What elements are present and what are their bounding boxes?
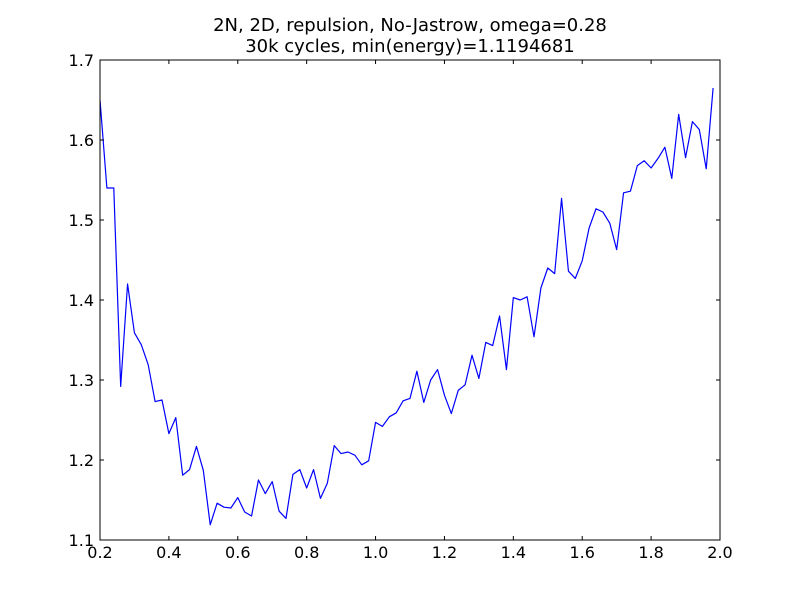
y-tick-label: 1.5 [69,211,94,230]
y-tick-label: 1.2 [69,451,94,470]
y-tick-label: 1.3 [69,371,94,390]
plot-area: 0.2 0.4 0.6 0.8 1.0 1.2 1.4 1.6 1.8 2.0 1.1 1.2 1.3 1… [69,51,733,562]
y-tick-label: 1.7 [69,51,94,70]
x-tick-label: 1.6 [569,543,594,562]
y-tick-label: 1.4 [69,291,94,310]
x-tick-label: 2.0 [707,543,732,562]
x-tick-label: 1.8 [638,543,663,562]
x-tick-label: 0.8 [294,543,319,562]
y-tick-label: 1.1 [69,531,94,550]
x-tick-label: 0.2 [87,543,112,562]
y-tick-label: 1.6 [69,131,94,150]
chart-subtitle: 30k cycles, min(energy)=1.1194681 [245,36,575,57]
series-line [100,87,714,526]
x-tick-label: 0.4 [156,543,181,562]
x-tick-label: 1.2 [432,543,457,562]
chart-title: 2N, 2D, repulsion, No-Jastrow, omega=0.2… [213,15,607,36]
x-tick-label: 0.6 [225,543,250,562]
axes-frame [99,59,721,541]
x-tick-label: 1.0 [363,543,388,562]
x-tick-label: 1.4 [501,543,526,562]
